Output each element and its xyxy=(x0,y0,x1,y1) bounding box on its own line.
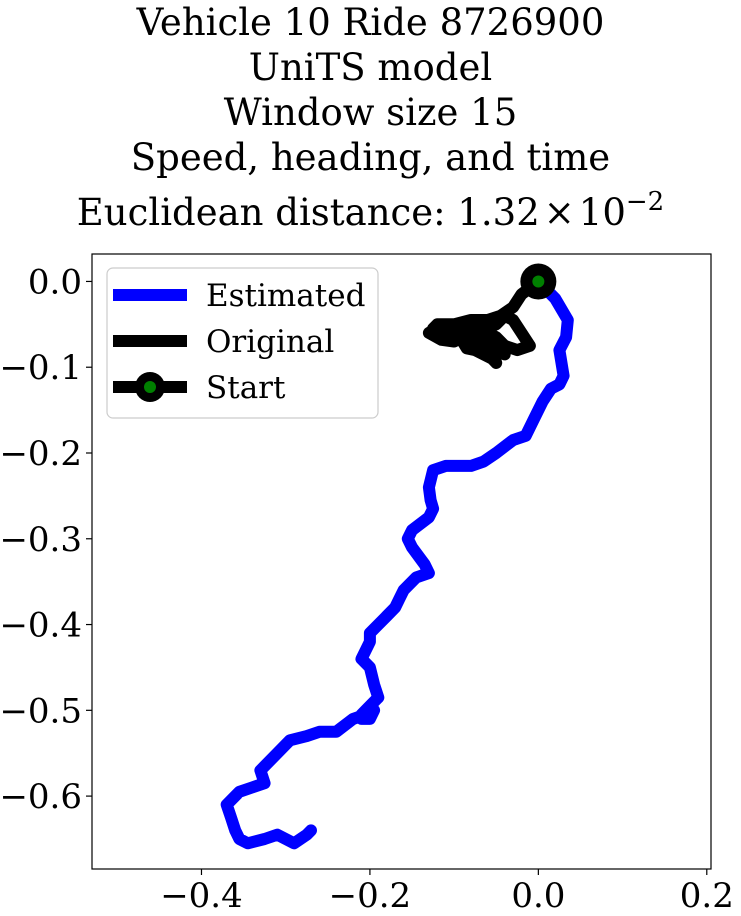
y-tick-label: −0.1 xyxy=(0,348,82,388)
series-line-original xyxy=(422,275,545,369)
distance-mantissa: 1.32 xyxy=(457,191,540,234)
legend-label-start: Start xyxy=(206,370,286,406)
title-line-1: Vehicle 10 Ride 8726900 xyxy=(136,1,605,44)
y-tick-label: −0.2 xyxy=(0,434,82,474)
y-tick-label: −0.5 xyxy=(0,691,82,731)
title-line-2: UniTS model xyxy=(248,46,493,89)
title-line-4: Speed, heading, and time xyxy=(130,136,611,179)
x-tick-label: −0.4 xyxy=(160,876,243,916)
distance-times: × xyxy=(543,191,575,234)
y-axis: 0.0 −0.1 −0.2 −0.3 −0.4 −0.5 −0.6 xyxy=(0,262,92,817)
legend: Estimated Original Start xyxy=(106,267,379,419)
y-tick-label: 0.0 xyxy=(28,262,82,302)
legend-label-original: Original xyxy=(206,324,334,360)
x-tick-label: 0.2 xyxy=(680,876,734,916)
y-tick-label: −0.3 xyxy=(0,520,82,560)
chart-title: Vehicle 10 Ride 8726900 UniTS model Wind… xyxy=(0,0,741,234)
x-tick-label: −0.2 xyxy=(329,876,412,916)
y-tick-label: −0.4 xyxy=(0,606,82,646)
y-tick-label: −0.6 xyxy=(0,777,82,817)
distance-base: 10 xyxy=(578,191,626,234)
legend-label-estimated: Estimated xyxy=(206,278,365,314)
start-marker-center xyxy=(532,275,545,288)
series-line-estimated xyxy=(220,275,574,850)
plot-frame xyxy=(91,253,712,870)
distance-exponent: −2 xyxy=(625,187,665,217)
title-line-5: Euclidean distance: 1.32 × 10−2 xyxy=(0,180,741,234)
distance-prefix: Euclidean distance: xyxy=(76,191,458,234)
title-line-3: Window size 15 xyxy=(223,91,518,134)
x-tick-label: 0.0 xyxy=(511,876,565,916)
x-axis: −0.4 −0.2 0.0 0.2 xyxy=(160,869,734,916)
series-layer xyxy=(220,263,574,850)
legend-swatch-start-center xyxy=(144,381,156,393)
legend-box xyxy=(106,267,379,419)
